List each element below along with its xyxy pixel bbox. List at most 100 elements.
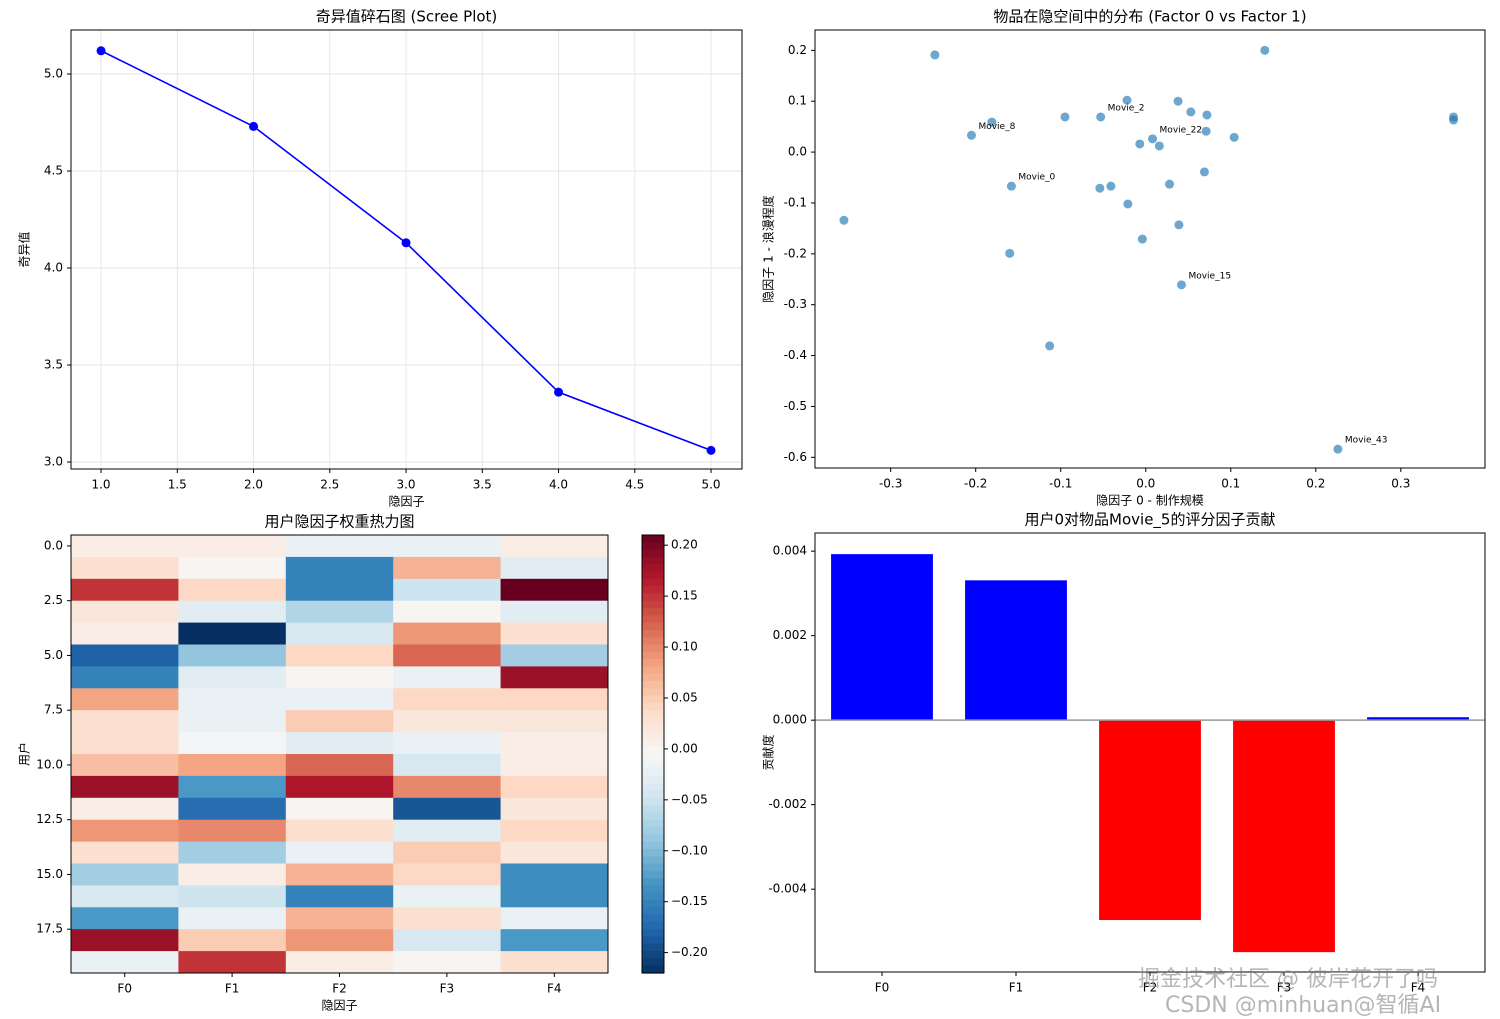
heatmap-cell xyxy=(393,666,502,689)
heatmap-cell xyxy=(500,578,609,602)
bar xyxy=(1233,720,1335,953)
heatmap-cell xyxy=(393,622,502,645)
x-tick-label: 0.2 xyxy=(1306,477,1325,491)
colorbar-segment xyxy=(642,600,664,609)
point xyxy=(1095,183,1105,193)
annotation: Movie_0 xyxy=(1018,173,1055,183)
y-tick-label: 15.0 xyxy=(36,867,63,881)
heatmap-cell xyxy=(500,797,609,821)
heatmap-cell xyxy=(393,841,502,864)
point xyxy=(1176,280,1186,290)
colorbar-segment xyxy=(642,593,664,602)
axes-frame xyxy=(70,29,743,470)
heatmap-cell xyxy=(500,754,609,777)
heatmap-cell xyxy=(178,600,287,624)
colorbar-segment xyxy=(642,870,664,879)
y-tick-label: -0.004 xyxy=(768,882,807,896)
heatmap-cell xyxy=(285,644,394,667)
y-tick-label: 3.5 xyxy=(44,358,63,372)
heatmap-cell xyxy=(500,863,609,886)
colorbar-segment xyxy=(642,549,664,558)
heatmap-cell xyxy=(71,863,179,886)
heatmap-cell xyxy=(71,841,179,864)
colorbar-tick-label: 0.10 xyxy=(671,640,698,654)
heatmap-cell xyxy=(500,929,609,952)
point xyxy=(1186,107,1196,117)
heatmap-cell xyxy=(500,907,609,930)
colorbar-segment xyxy=(642,783,664,792)
heatmap-cell xyxy=(71,929,179,952)
point xyxy=(1199,167,1209,177)
x-tick-label: F0 xyxy=(117,982,132,996)
heatmap-cell xyxy=(178,535,287,558)
heatmap-cell xyxy=(500,885,609,908)
y-tick-label: -0.2 xyxy=(784,246,807,260)
point xyxy=(1123,199,1133,209)
bar xyxy=(1099,720,1201,921)
heatmap-cell xyxy=(393,754,502,777)
heatmap-cell xyxy=(285,863,394,886)
heatmap-cell xyxy=(178,775,287,799)
colorbar-segment xyxy=(642,717,664,726)
heatmap-cell xyxy=(285,775,394,799)
point xyxy=(987,117,997,127)
x-tick-label: 1.0 xyxy=(91,478,110,492)
y-axis-label: 奇异值 xyxy=(17,231,32,267)
bar xyxy=(1367,717,1469,721)
heatmap-cell xyxy=(285,600,394,624)
x-axis-label: 隐因子 0 - 制作规模 xyxy=(1096,493,1203,508)
heatmap-cell xyxy=(393,535,502,558)
heatmap-cell xyxy=(500,644,609,667)
heatmap-cell xyxy=(500,622,609,645)
y-tick-label: 4.5 xyxy=(44,164,63,178)
colorbar-segment xyxy=(642,710,664,719)
y-tick-label: -0.5 xyxy=(784,399,807,413)
y-tick-label: 0.0 xyxy=(44,538,63,552)
heatmap-cell xyxy=(71,907,179,930)
heatmap-cell xyxy=(285,819,394,843)
colorbar-segment xyxy=(642,900,664,908)
point xyxy=(966,130,976,140)
heatmap-cell xyxy=(178,710,287,733)
x-axis-label: 隐因子 xyxy=(388,495,424,509)
point xyxy=(1154,141,1164,151)
colorbar-segment xyxy=(642,907,664,916)
heatmap-cell xyxy=(178,841,287,864)
heatmap-cell xyxy=(285,929,394,952)
heatmap-cell xyxy=(285,578,394,602)
annotation: Movie_43 xyxy=(1345,436,1388,446)
x-tick-label: 0.0 xyxy=(1136,477,1155,491)
heatmap-cell xyxy=(285,666,394,689)
heatmap-cell xyxy=(178,819,287,843)
y-tick-label: -0.4 xyxy=(784,348,807,362)
y-tick-label: -0.1 xyxy=(784,195,807,209)
colorbar-segment xyxy=(642,542,664,551)
x-tick-label: F3 xyxy=(440,982,455,996)
colorbar-segment xyxy=(642,768,664,777)
colorbar-segment xyxy=(642,863,664,872)
colorbar-segment xyxy=(642,629,664,638)
heatmap-cell xyxy=(71,775,179,799)
point xyxy=(1060,112,1070,122)
point xyxy=(249,121,259,131)
colorbar-segment xyxy=(642,637,664,646)
point xyxy=(1260,45,1270,55)
colorbar-segment xyxy=(642,615,664,624)
heatmap-cell xyxy=(178,754,287,777)
heatmap-cell xyxy=(71,710,179,733)
heatmap-cell xyxy=(500,666,609,689)
y-tick-label: 12.5 xyxy=(36,812,63,826)
bar xyxy=(965,580,1067,721)
heatmap-cell xyxy=(500,600,609,624)
colorbar-segment xyxy=(642,921,664,930)
heatmap-cell xyxy=(285,907,394,930)
colorbar-segment xyxy=(642,644,664,653)
heatmap-cell xyxy=(393,578,502,602)
heatmap-cell xyxy=(393,710,502,733)
x-tick-label: 0.1 xyxy=(1221,477,1240,491)
heatmap-cell xyxy=(285,556,394,580)
colorbar-segment xyxy=(642,965,664,974)
heatmap-cell xyxy=(393,600,502,624)
colorbar-segment xyxy=(642,929,664,938)
point xyxy=(1202,110,1212,120)
